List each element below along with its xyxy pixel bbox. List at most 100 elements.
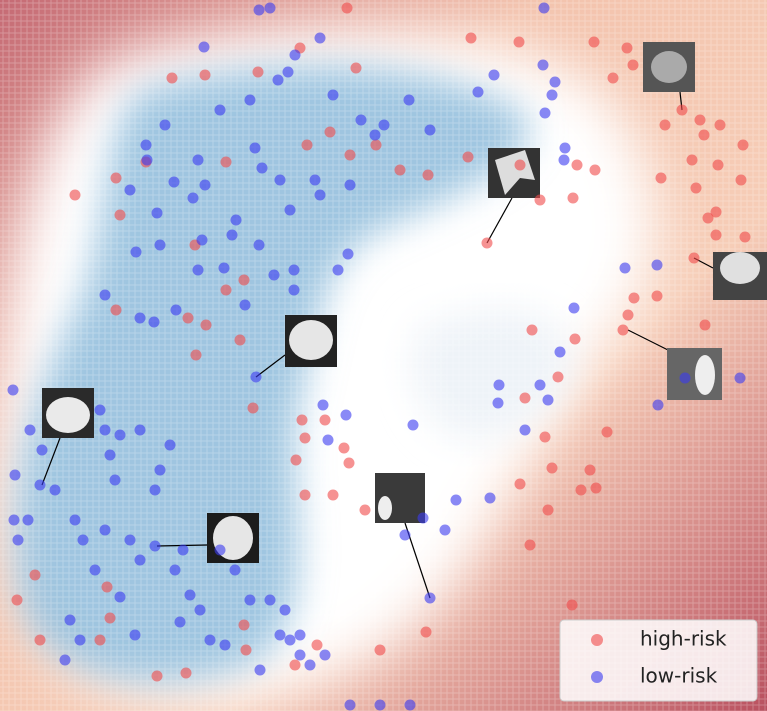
- point: [356, 115, 367, 126]
- point: [569, 303, 580, 314]
- point: [425, 125, 436, 136]
- point: [178, 545, 189, 556]
- point: [735, 373, 746, 384]
- point: [689, 253, 700, 264]
- point: [60, 655, 71, 666]
- point: [265, 3, 276, 14]
- point: [375, 645, 386, 656]
- point: [240, 300, 251, 311]
- point: [170, 565, 181, 576]
- point: [241, 645, 252, 656]
- point: [291, 455, 302, 466]
- point: [345, 150, 356, 161]
- point: [265, 595, 276, 606]
- point: [451, 495, 462, 506]
- point: [628, 60, 639, 71]
- point: [290, 50, 301, 61]
- point: [494, 380, 505, 391]
- point: [95, 405, 106, 416]
- point: [305, 660, 316, 671]
- chart: high-risk low-risk: [0, 0, 767, 711]
- point: [245, 595, 256, 606]
- point: [254, 240, 265, 251]
- point: [135, 425, 146, 436]
- point: [13, 535, 24, 546]
- point: [570, 334, 581, 345]
- point: [463, 152, 474, 163]
- point: [699, 130, 710, 141]
- point: [90, 565, 101, 576]
- point: [130, 630, 141, 641]
- point: [602, 427, 613, 438]
- point: [515, 479, 526, 490]
- legend: high-risk low-risk: [560, 620, 757, 701]
- point: [408, 420, 419, 431]
- point: [297, 415, 308, 426]
- point: [425, 593, 436, 604]
- point: [559, 155, 570, 166]
- point: [8, 385, 19, 396]
- point: [290, 660, 301, 671]
- point: [95, 635, 106, 646]
- legend-label: low-risk: [640, 664, 718, 688]
- point: [115, 592, 126, 603]
- point: [547, 463, 558, 474]
- point: [310, 175, 321, 186]
- point: [345, 700, 356, 711]
- legend-marker: [591, 634, 603, 646]
- point: [485, 493, 496, 504]
- point: [489, 70, 500, 81]
- point: [711, 230, 722, 241]
- point: [736, 175, 747, 186]
- point: [572, 160, 583, 171]
- point: [251, 372, 262, 383]
- point: [100, 425, 111, 436]
- point: [280, 605, 291, 616]
- point: [221, 157, 232, 168]
- point: [289, 285, 300, 296]
- point: [567, 600, 578, 611]
- point: [12, 595, 23, 606]
- point: [215, 105, 226, 116]
- point: [300, 433, 311, 444]
- point: [295, 630, 306, 641]
- point: [608, 73, 619, 84]
- point: [418, 513, 429, 524]
- point: [201, 320, 212, 331]
- point: [167, 73, 178, 84]
- point: [125, 185, 136, 196]
- point: [115, 210, 126, 221]
- point: [555, 347, 566, 358]
- point: [239, 275, 250, 286]
- point: [405, 700, 416, 711]
- legend-label: high-risk: [640, 627, 727, 651]
- point: [493, 398, 504, 409]
- point: [155, 240, 166, 251]
- point: [653, 400, 664, 411]
- point: [344, 458, 355, 469]
- point: [135, 555, 146, 566]
- point: [65, 615, 76, 626]
- point: [70, 515, 81, 526]
- point: [205, 635, 216, 646]
- point: [105, 613, 116, 624]
- point: [193, 265, 204, 276]
- point: [231, 215, 242, 226]
- point: [193, 155, 204, 166]
- point: [155, 465, 166, 476]
- point: [623, 310, 634, 321]
- point: [715, 120, 726, 131]
- point: [539, 3, 550, 14]
- point: [115, 430, 126, 441]
- point: [253, 67, 264, 78]
- point: [520, 393, 531, 404]
- point: [473, 87, 484, 98]
- point: [175, 617, 186, 628]
- point: [540, 432, 551, 443]
- point: [700, 320, 711, 331]
- point: [105, 450, 116, 461]
- point: [404, 95, 415, 106]
- point: [248, 403, 259, 414]
- point: [560, 143, 571, 154]
- point: [400, 530, 411, 541]
